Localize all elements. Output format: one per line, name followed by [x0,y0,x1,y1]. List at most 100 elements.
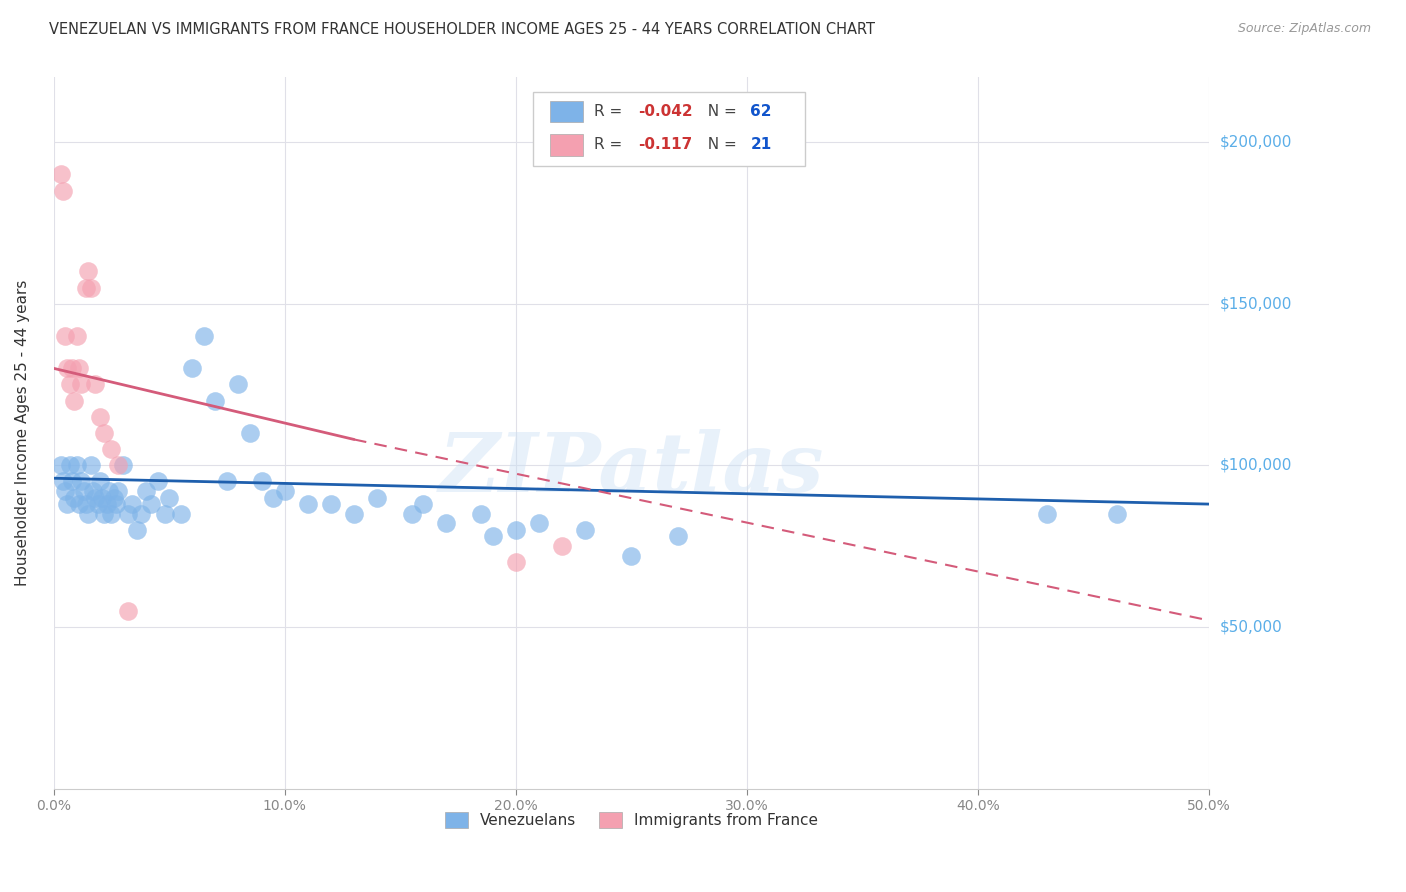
Point [481,529,503,543]
Point [215,475,238,489]
Point [527,516,550,531]
Point [239,425,262,440]
Point [59,458,82,473]
Point [170,507,193,521]
Point [1105,507,1128,521]
Point [103,491,125,505]
Point [436,516,458,531]
Point [551,539,574,553]
FancyBboxPatch shape [551,135,583,156]
Point [52,184,75,198]
Text: Source: ZipAtlas.com: Source: ZipAtlas.com [1237,22,1371,36]
Point [153,507,176,521]
Point [75,497,97,511]
Point [273,484,295,499]
Point [89,475,111,489]
Text: $50,000: $50,000 [1220,619,1282,634]
Point [86,497,108,511]
Point [66,329,89,343]
Point [98,484,121,499]
Point [49,458,72,473]
Point [666,529,689,543]
Point [505,523,527,537]
Point [60,361,83,376]
Point [66,458,89,473]
Point [117,604,139,618]
FancyBboxPatch shape [533,92,804,166]
Text: 62: 62 [751,104,772,119]
Point [228,377,250,392]
Point [67,497,90,511]
Point [53,484,76,499]
Point [79,458,101,473]
Text: N =: N = [699,137,742,153]
Point [401,507,423,521]
Point [84,491,107,505]
Point [100,507,122,521]
Point [67,361,90,376]
Point [72,484,94,499]
Point [157,491,180,505]
Text: 21: 21 [751,137,772,153]
Point [319,497,342,511]
Point [91,491,114,505]
Point [193,329,215,343]
Text: -0.117: -0.117 [638,137,693,153]
Point [63,491,86,505]
Point [93,507,115,521]
Text: $150,000: $150,000 [1220,296,1292,311]
Point [131,507,153,521]
Point [105,497,128,511]
Point [49,168,72,182]
Point [343,507,366,521]
Point [82,484,104,499]
Point [100,442,122,457]
Point [297,497,319,511]
Point [111,458,134,473]
Point [96,497,118,511]
Point [59,377,82,392]
Point [181,361,204,376]
Point [250,475,273,489]
FancyBboxPatch shape [551,101,583,122]
Point [204,393,226,408]
Point [262,491,284,505]
Point [53,329,76,343]
Point [1036,507,1059,521]
Point [56,361,79,376]
Point [70,377,93,392]
Point [77,507,100,521]
Text: -0.042: -0.042 [638,104,693,119]
Point [75,280,97,294]
Y-axis label: Householder Income Ages 25 - 44 years: Householder Income Ages 25 - 44 years [15,280,30,586]
Point [70,475,93,489]
Text: N =: N = [699,104,742,119]
Point [107,484,129,499]
Point [79,280,101,294]
Point [93,425,115,440]
Point [125,523,148,537]
Point [60,475,83,489]
Point [412,497,434,511]
Point [63,393,86,408]
Point [77,264,100,278]
Point [505,555,527,569]
Point [52,475,75,489]
Text: R =: R = [595,104,627,119]
Text: ZIPatlas: ZIPatlas [439,428,824,508]
Point [121,497,143,511]
Text: $100,000: $100,000 [1220,458,1292,473]
Point [107,458,129,473]
Point [470,507,492,521]
Point [117,507,139,521]
Point [146,475,169,489]
Point [139,497,162,511]
Point [135,484,157,499]
Text: R =: R = [595,137,633,153]
Point [84,377,107,392]
Point [89,409,111,424]
Text: VENEZUELAN VS IMMIGRANTS FROM FRANCE HOUSEHOLDER INCOME AGES 25 - 44 YEARS CORRE: VENEZUELAN VS IMMIGRANTS FROM FRANCE HOU… [49,22,875,37]
Text: $200,000: $200,000 [1220,135,1292,150]
Point [56,497,79,511]
Point [574,523,596,537]
